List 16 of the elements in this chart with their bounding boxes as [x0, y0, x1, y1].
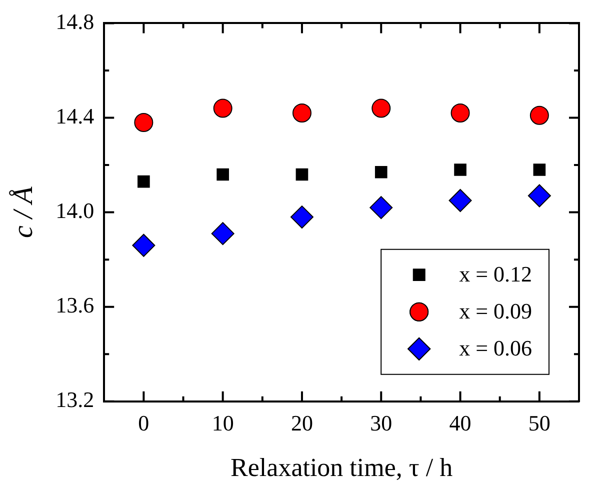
x-tick-label: 0 — [138, 410, 150, 436]
legend-label: x = 0.12 — [459, 262, 532, 287]
y-tick-label: 13.6 — [56, 292, 94, 318]
x-tick-label: 50 — [528, 410, 550, 436]
y-tick-label: 14.0 — [56, 198, 94, 224]
y-tick-label: 13.2 — [56, 387, 94, 412]
y-tick-label: 14.4 — [56, 104, 94, 129]
y-axis-title: c / Å — [8, 186, 40, 238]
x-tick-label: 30 — [370, 410, 392, 436]
x-axis-title: Relaxation time, τ / h — [230, 453, 453, 482]
x-tick-label: 10 — [212, 410, 234, 436]
x-tick-label: 40 — [449, 410, 472, 436]
x-tick-label: 20 — [290, 410, 313, 436]
y-tick-label: 14.8 — [56, 8, 94, 34]
legend-label: x = 0.06 — [459, 336, 532, 361]
legend-label: x = 0.09 — [459, 298, 532, 324]
